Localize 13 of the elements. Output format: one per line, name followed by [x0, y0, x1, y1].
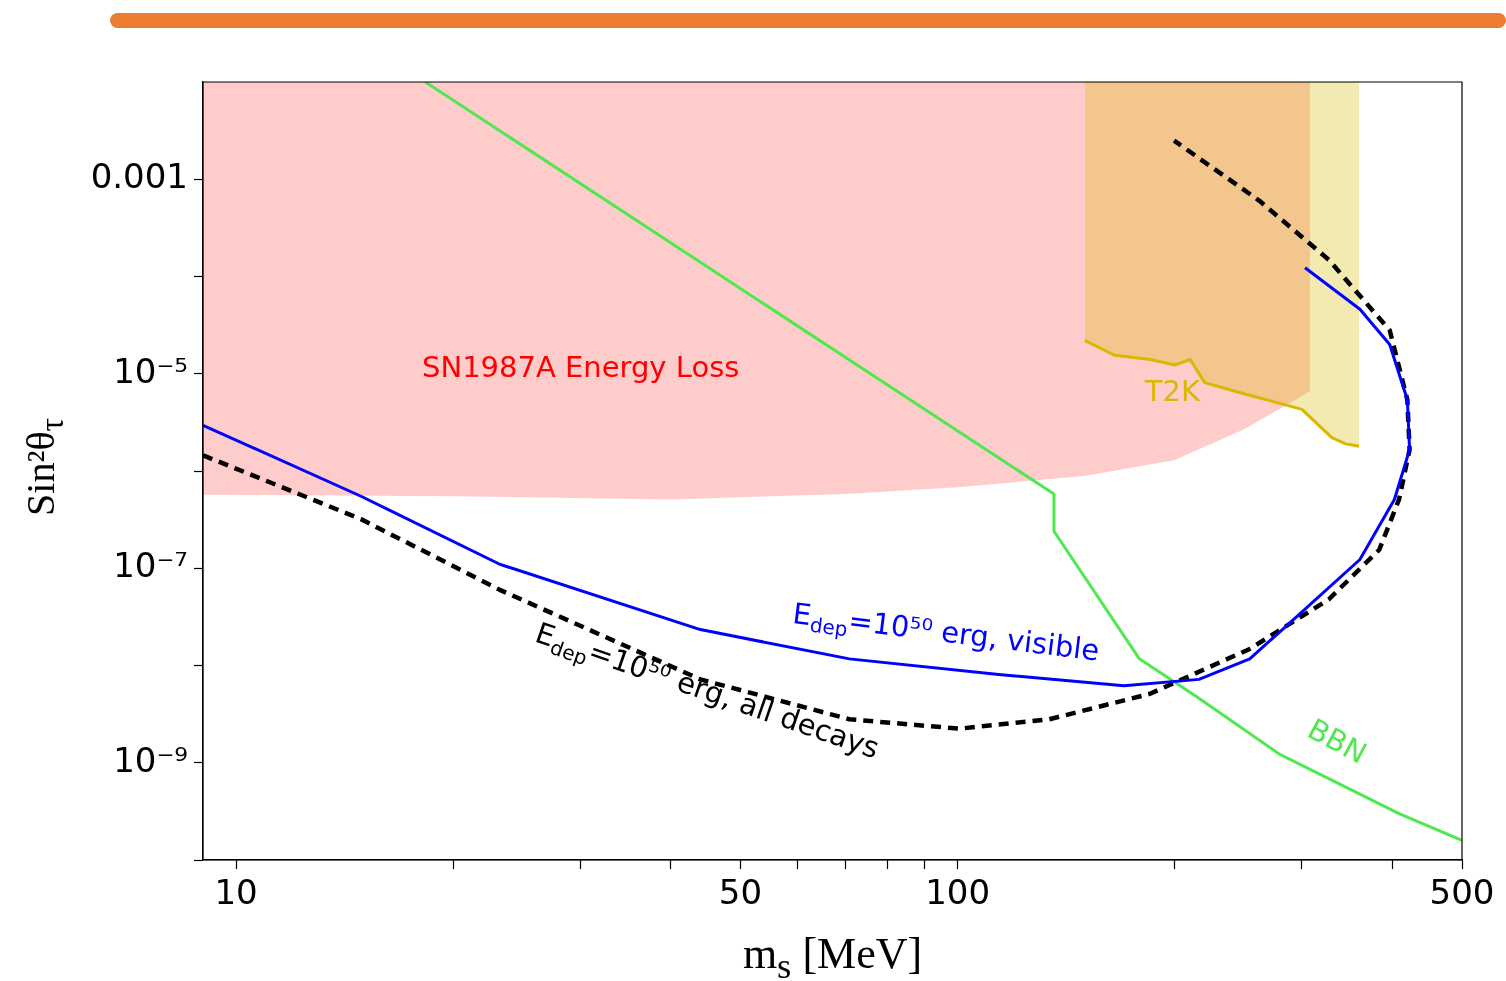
series-label: SN1987A Energy Loss	[422, 350, 740, 385]
y-tick-label: 10⁻⁵	[113, 350, 188, 391]
y-tick-label: 10⁻⁹	[113, 739, 188, 780]
y-tick-label: 0.001	[90, 156, 188, 197]
text: Edep=10⁵⁰ erg, visible	[790, 596, 1102, 668]
y-tick-label: 10⁻⁷	[113, 545, 188, 586]
text: BBN	[1302, 711, 1373, 771]
x-tick-label: 100	[925, 872, 991, 913]
x-tick-label: 10	[214, 872, 258, 913]
x-axis-title: m$_{s}$ [MeV]	[741, 928, 924, 981]
series-label: T2K	[1143, 373, 1201, 408]
x-tick-label: 50	[718, 872, 763, 913]
x-tick-label: 500	[1429, 872, 1495, 913]
